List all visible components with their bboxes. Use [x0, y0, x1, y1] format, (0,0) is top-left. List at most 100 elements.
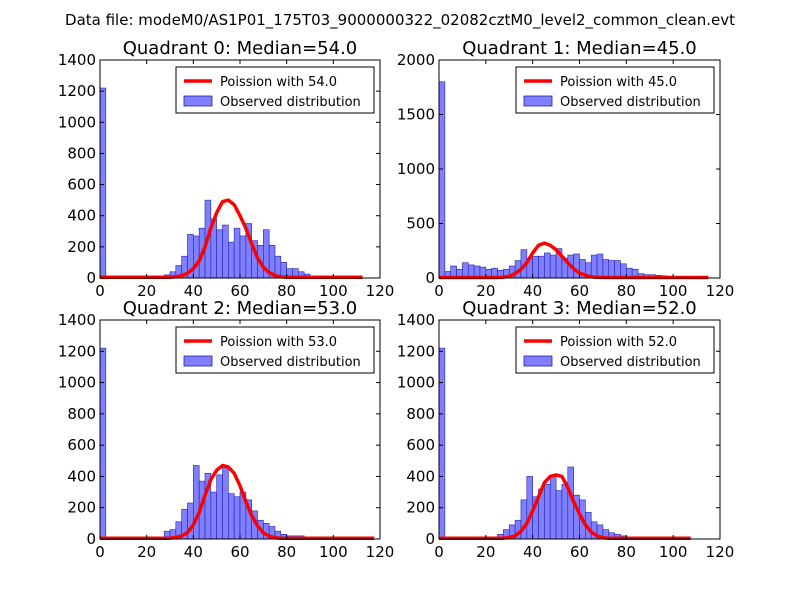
legend: Poission with 52.0 Observed distribution: [515, 326, 715, 374]
histogram-bar: [222, 224, 229, 279]
subplot-quadrant-3: Quadrant 3: Median=52.0 0 20 40 60 80 100 1200 2…: [397, 298, 735, 561]
histogram-bar: [222, 465, 229, 540]
figure-title: Data file: modeM0/AS1P01_175T03_90000003…: [65, 11, 735, 30]
x-tick-label: 40: [184, 543, 203, 561]
histogram-bar: [538, 255, 545, 279]
legend-bar-label: Observed distribution: [220, 95, 361, 110]
y-tick-label: 1200: [58, 342, 96, 360]
histogram-bar: [561, 483, 569, 540]
histogram-bar: [438, 347, 446, 540]
legend-bar-label: Observed distribution: [220, 355, 361, 370]
x-tick-label: 120: [366, 282, 395, 300]
histogram-bar: [462, 262, 469, 279]
histogram-bar: [233, 227, 241, 279]
histogram-bar: [210, 491, 217, 540]
y-tick-label: 400: [406, 467, 435, 485]
x-tick-label: 80: [277, 543, 296, 561]
x-tick-label: 40: [523, 282, 542, 300]
y-tick-label: 1400: [58, 311, 96, 329]
y-tick-label: 0: [425, 269, 435, 287]
subplot-quadrant-1: Quadrant 1: Median=45.0 0 20 40 60 80 100 120 0 5…: [397, 38, 735, 300]
histogram-bar: [608, 260, 615, 279]
legend-bar-swatch: [523, 355, 553, 367]
x-tick-label: 60: [230, 282, 249, 300]
y-tick-label: 800: [67, 405, 96, 423]
histogram-bar: [216, 474, 223, 540]
y-tick-label: 500: [406, 215, 435, 233]
poisson-curve: [100, 198, 363, 279]
histogram-bar: [544, 483, 551, 540]
histogram-bar: [99, 347, 107, 540]
y-tick-label: 0: [425, 530, 435, 548]
x-tick-label: 40: [523, 543, 542, 561]
x-tick-label: 20: [137, 282, 156, 300]
x-tick-label: 0: [95, 543, 105, 561]
x-tick-label: 20: [476, 282, 495, 300]
histogram-bar: [555, 490, 563, 540]
x-tick-label: 80: [617, 282, 636, 300]
x-tick-label: 40: [184, 282, 203, 300]
legend-line-label: Poission with 45.0: [560, 75, 677, 90]
y-tick-label: 1000: [397, 374, 435, 392]
histogram-bar: [602, 259, 610, 279]
x-tick-label: 100: [659, 282, 688, 300]
y-tick-label: 1000: [58, 374, 96, 392]
x-tick-label: 0: [434, 543, 444, 561]
legend-line-label: Poission with 53.0: [220, 335, 337, 350]
y-tick-label: 600: [67, 436, 96, 454]
y-tick-label: 2000: [397, 51, 435, 69]
x-tick-label: 60: [570, 282, 589, 300]
y-tick-label: 200: [406, 499, 435, 517]
subplot-quadrant-2: Quadrant 2: Median=53.00 20 40 60 80 100 12002…: [58, 298, 395, 561]
x-tick-label: 100: [319, 543, 348, 561]
y-tick-label: 1500: [397, 106, 435, 124]
histogram-bar: [233, 496, 241, 540]
subplot-title: Quadrant 3: Median=52.0: [462, 298, 697, 319]
x-tick-label: 100: [659, 543, 688, 561]
x-tick-label: 80: [617, 543, 636, 561]
x-tick-label: 20: [476, 543, 495, 561]
y-tick-label: 1200: [58, 82, 96, 100]
legend: Poission with 53.0 Observed distribution: [175, 326, 375, 374]
x-tick-label: 60: [570, 543, 589, 561]
y-tick-label: 1400: [58, 51, 96, 69]
x-tick-label: 120: [706, 282, 735, 300]
histogram-bar: [99, 87, 107, 279]
histogram-bar: [193, 235, 200, 279]
histogram-bar: [549, 254, 557, 279]
y-tick-label: 400: [67, 467, 96, 485]
x-tick-label: 100: [319, 282, 348, 300]
histogram-bar: [532, 255, 539, 279]
y-tick-label: 1400: [397, 311, 435, 329]
y-tick-label: 800: [406, 405, 435, 423]
x-tick-label: 0: [95, 282, 105, 300]
y-tick-label: 600: [67, 176, 96, 194]
y-tick-label: 0: [86, 530, 96, 548]
legend-line-label: Poission with 52.0: [560, 335, 677, 350]
subplot-quadrant-0: Quadrant 0: Median=54.00 20 40 60 80 100 12002…: [58, 38, 395, 300]
y-tick-label: 400: [67, 207, 96, 225]
subplots: Quadrant 0: Median=54.00 20 40 60 80 100 12002…: [58, 38, 735, 561]
subplot-title: Quadrant 2: Median=53.0: [123, 298, 358, 319]
histogram-bar: [549, 474, 557, 540]
legend-bar-swatch: [523, 95, 553, 107]
legend-bar-swatch: [183, 355, 213, 367]
y-tick-label: 1200: [397, 342, 435, 360]
y-tick-label: 600: [406, 436, 435, 454]
legend: Poission with 45.0 Observed distribution: [515, 66, 715, 114]
histogram-bar: [228, 493, 235, 540]
histogram-bar: [193, 465, 200, 540]
histogram-bar: [544, 252, 551, 279]
subplot-title: Quadrant 1: Median=45.0: [462, 38, 697, 59]
legend: Poission with 54.0 Observed distribution: [175, 66, 375, 114]
legend-line-label: Poission with 54.0: [220, 75, 337, 90]
legend-bar-label: Observed distribution: [560, 95, 701, 110]
subplot-title: Quadrant 0: Median=54.0: [123, 38, 358, 59]
x-tick-label: 60: [230, 543, 249, 561]
y-tick-label: 800: [67, 144, 96, 162]
x-tick-label: 120: [366, 543, 395, 561]
histogram-bar: [239, 235, 247, 279]
y-tick-label: 200: [67, 238, 96, 256]
x-tick-label: 0: [434, 282, 444, 300]
